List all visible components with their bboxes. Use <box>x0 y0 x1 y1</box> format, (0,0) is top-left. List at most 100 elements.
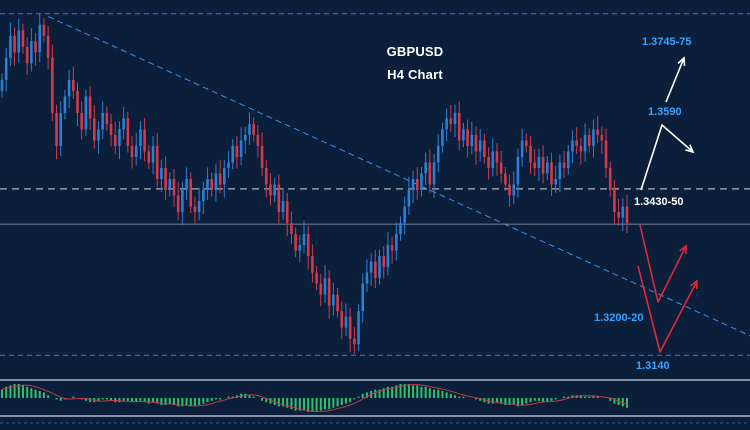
candle-body <box>562 162 566 168</box>
candle-body <box>512 184 516 196</box>
candle-body <box>546 162 549 174</box>
candle-body <box>319 283 323 295</box>
chart-title: GBPUSD <box>386 44 444 59</box>
projection-red-path-1 <box>639 224 687 303</box>
projection-red-path-2-head <box>690 279 698 290</box>
projection-white-path-1 <box>640 124 694 191</box>
candle-body <box>613 190 616 213</box>
projection-red-path-1-head <box>679 244 687 255</box>
candle-body <box>130 145 134 157</box>
candle-body <box>579 145 583 152</box>
candle-body <box>483 140 486 157</box>
candle-body <box>306 234 310 257</box>
candle-body <box>332 294 335 306</box>
candle-body <box>122 118 125 130</box>
candle-body <box>0 79 4 91</box>
candle-body <box>92 118 96 141</box>
candle-body <box>323 278 327 295</box>
candle-body <box>520 140 524 157</box>
candle-body <box>193 206 197 213</box>
candle-body <box>243 134 247 141</box>
candle-body <box>340 311 344 328</box>
candle-body <box>474 134 478 152</box>
candle-body <box>55 112 58 146</box>
candle-body <box>197 201 201 213</box>
candles-group <box>0 13 629 355</box>
candle-body <box>147 151 151 163</box>
level-lines <box>0 13 750 356</box>
candle-body <box>118 129 121 146</box>
candle-body <box>59 112 63 146</box>
candle-body <box>101 112 104 130</box>
candle-body <box>51 57 54 113</box>
candle-body <box>109 123 113 135</box>
candle-body <box>72 79 75 91</box>
candle-body <box>462 129 465 141</box>
candle-body <box>126 118 130 146</box>
candle-body <box>436 145 440 163</box>
candle-body <box>394 234 398 251</box>
candle-body <box>428 162 432 185</box>
candle-body <box>172 178 176 196</box>
chart-subtitle: H4 Chart <box>387 67 443 82</box>
candle-body <box>495 151 499 163</box>
candle-body <box>113 134 117 146</box>
candle-body <box>378 256 381 279</box>
candle-body <box>575 140 578 146</box>
trendline-group <box>47 16 750 337</box>
candle-body <box>63 96 67 113</box>
candle-body <box>80 112 83 130</box>
candle-body <box>357 311 360 345</box>
candle-body <box>46 35 50 58</box>
candle-body <box>604 140 608 168</box>
level-label-5: 1.3140 <box>636 360 670 372</box>
candle-body <box>218 173 222 185</box>
candle-body <box>76 90 79 113</box>
candle-body <box>315 272 318 284</box>
candle-body <box>554 178 557 185</box>
candle-body <box>134 145 138 157</box>
candle-body <box>252 123 255 135</box>
candle-body <box>449 118 453 124</box>
candle-body <box>525 140 528 146</box>
candle-body <box>390 245 394 251</box>
candle-body <box>248 123 251 135</box>
candle-body <box>164 167 167 190</box>
candle-body <box>336 294 339 312</box>
candle-body <box>445 118 448 130</box>
level-label-2: 1.3590 <box>648 106 682 118</box>
candle-body <box>504 173 507 185</box>
candle-body <box>424 162 427 174</box>
candle-body <box>13 35 16 53</box>
oscillator-signal-line <box>1 384 628 412</box>
candle-body <box>34 41 37 53</box>
candle-body <box>185 178 188 190</box>
candle-body <box>537 156 541 168</box>
candle-body <box>441 129 444 146</box>
candle-body <box>264 167 268 185</box>
candle-body <box>273 184 276 196</box>
candle-body <box>432 162 436 185</box>
chart-title-block: GBPUSD H4 Chart <box>360 40 470 86</box>
candle-body <box>621 206 625 218</box>
candle-body <box>311 256 314 273</box>
candle-body <box>9 35 12 58</box>
candle-body <box>382 256 386 268</box>
level-label-4: 1.3200-20 <box>594 312 644 324</box>
candle-body <box>353 338 356 345</box>
candle-body <box>281 201 285 213</box>
candle-body <box>592 129 595 146</box>
candle-body <box>155 145 159 179</box>
candle-body <box>17 30 21 53</box>
projection-white-path-2-head <box>677 56 686 67</box>
candle-body <box>277 184 281 213</box>
candle-body <box>260 145 264 168</box>
oscillator-panel <box>0 379 750 424</box>
candle-body <box>294 234 297 251</box>
candle-body <box>235 145 239 157</box>
candle-body <box>160 167 163 179</box>
candle-body <box>403 206 406 224</box>
candle-body <box>587 134 591 146</box>
